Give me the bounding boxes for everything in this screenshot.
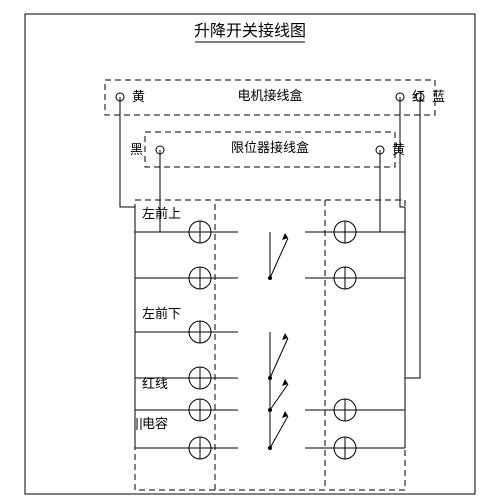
switch-arrow: [268, 378, 288, 412]
terminal-label-蓝: 蓝: [432, 89, 445, 104]
terminal-left-r3: [189, 321, 211, 343]
terminal-right-r6: [334, 437, 356, 459]
limit-switch-box-label: 限位器接线盒: [231, 140, 309, 155]
wiring-diagram: 升降开关接线图电机接线盒黄红蓝限位器接线盒黑黄左前上左前下红线电容: [0, 0, 500, 500]
terminal-label-红: 红: [412, 89, 425, 104]
terminal-label-黄: 黄: [392, 142, 405, 157]
terminal-left-r2: [189, 267, 211, 289]
terminal-right-r5: [334, 399, 356, 421]
terminal-left-r5: [189, 399, 211, 421]
terminal-label-黑: 黑: [130, 142, 143, 157]
terminal-left-r6: [189, 437, 211, 459]
side-label: 左前下: [142, 306, 181, 321]
terminal-right-r1: [334, 221, 356, 243]
terminal-left-r1: [189, 221, 211, 243]
outer-frame: [25, 14, 475, 494]
motor-junction-box-label: 电机接线盒: [237, 88, 302, 103]
side-label: 电容: [142, 416, 168, 431]
terminal-right-r2: [334, 267, 356, 289]
terminal-label-黄: 黄: [132, 89, 145, 104]
side-label: 左前上: [142, 206, 181, 221]
diagram-title: 升降开关接线图: [194, 22, 306, 40]
motor-blue-drop: [405, 97, 420, 378]
switch-arrow: [268, 410, 288, 450]
terminal-left-r4: [189, 367, 211, 389]
switch-arrow: [268, 332, 288, 380]
limit-yellow-drop: [356, 150, 380, 232]
switch-arrow: [268, 232, 288, 280]
